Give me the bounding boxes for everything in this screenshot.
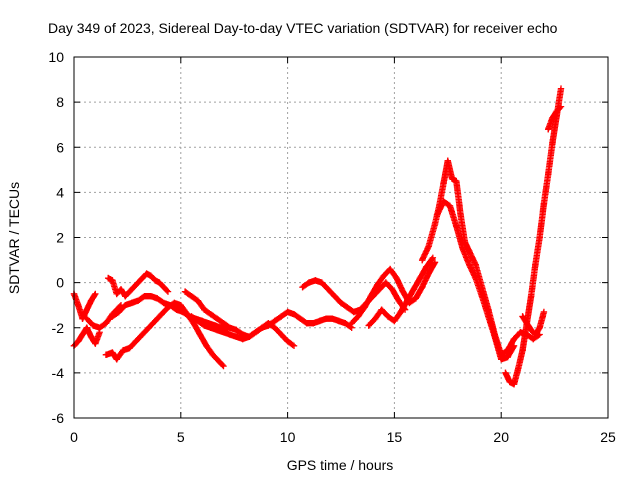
- y-tick-label: -2: [52, 320, 65, 336]
- y-tick-label: 0: [56, 275, 64, 291]
- series-satellite-track-k: [365, 254, 437, 329]
- series-satellite-track-n: [502, 85, 565, 388]
- y-tick-label: -4: [52, 365, 65, 381]
- x-tick-label: 5: [177, 429, 185, 445]
- data-track: [70, 290, 98, 322]
- series-satellite-track-g: [181, 288, 355, 340]
- y-tick-label: 10: [48, 49, 64, 65]
- x-tick-label: 15: [387, 429, 403, 445]
- data-track: [545, 104, 564, 133]
- data-track: [299, 277, 408, 316]
- series-satellite-track-h: [188, 313, 298, 349]
- x-axis-label: GPS time / hours: [287, 457, 394, 473]
- data-track: [105, 270, 171, 300]
- data-track: [519, 310, 547, 338]
- x-tick-label: 10: [280, 429, 296, 445]
- series-satellite-track-d: [104, 270, 172, 300]
- data-track: [181, 288, 354, 340]
- x-tick-label: 25: [600, 429, 616, 445]
- data-track: [433, 198, 517, 363]
- y-axis-label: SDTVAR / TECUs: [6, 182, 22, 294]
- data-track: [188, 313, 296, 349]
- series-satellite-track-p: [544, 103, 565, 133]
- data-track: [365, 255, 436, 329]
- y-tick-label: 6: [56, 139, 64, 155]
- y-tick-label: -6: [52, 410, 65, 426]
- y-tick-label: 2: [56, 230, 64, 246]
- series-satellite-track-j: [348, 259, 439, 327]
- series-satellite-track-i: [299, 277, 409, 316]
- grid: [74, 57, 608, 418]
- chart-title: Day 349 of 2023, Sidereal Day-to-day VTE…: [48, 20, 558, 36]
- x-tick-label: 20: [493, 429, 509, 445]
- data-points: [70, 85, 565, 388]
- series-satellite-track-o: [519, 308, 548, 338]
- axis-ticks: -6 -4 -2 0 2 4 6 8 10 0 5 10 15 20 25: [48, 49, 616, 445]
- series-satellite-track-a: [70, 290, 99, 322]
- data-track: [502, 86, 564, 388]
- y-tick-label: 4: [56, 184, 64, 200]
- x-tick-label: 0: [70, 429, 78, 445]
- y-tick-label: 8: [56, 94, 64, 110]
- series-satellite-track-m: [433, 198, 518, 363]
